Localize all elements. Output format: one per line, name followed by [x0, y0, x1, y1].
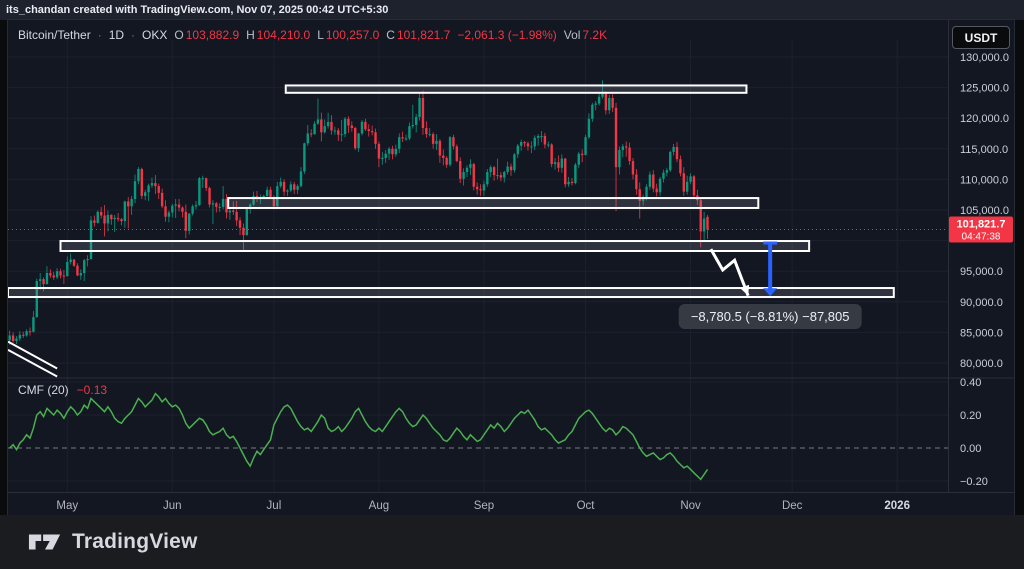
- svg-text:101,821.7: 101,821.7: [957, 218, 1006, 230]
- cmf-line: [9, 392, 709, 481]
- time-axis-label: Aug: [369, 500, 389, 512]
- zigzag-arrow[interactable]: [709, 248, 750, 297]
- zone-rectangle[interactable]: [284, 84, 748, 94]
- attribution-text: its_chandan created with TradingView.com…: [6, 4, 389, 16]
- footer-bar: TradingView: [0, 515, 1024, 569]
- svg-text:105,000.0: 105,000.0: [960, 205, 1009, 217]
- symbol-legend[interactable]: Bitcoin/Tether · 1D · OKX O 103,882.9 H 10…: [18, 28, 607, 42]
- price-axis[interactable]: 130,000.0 125,000.0 120,000.0 115,000.0 110,…: [960, 52, 1009, 488]
- zone-rectangle[interactable]: [8, 287, 895, 299]
- svg-text:85,000.0: 85,000.0: [960, 327, 1003, 339]
- supply-demand-zones[interactable]: [8, 84, 895, 299]
- svg-text:115,000.0: 115,000.0: [960, 144, 1008, 156]
- high-value: H 104,210.0: [246, 28, 311, 42]
- tradingview-brand-text: TradingView: [72, 530, 198, 553]
- cmf-value: −0.13: [76, 383, 108, 397]
- svg-text:90,000.0: 90,000.0: [960, 297, 1003, 309]
- last-price-badge: 101,821.704:47:38: [949, 216, 1013, 243]
- time-axis-label: May: [56, 500, 78, 512]
- time-axis-label: 2026: [884, 500, 910, 512]
- time-axis-label: Dec: [782, 500, 803, 512]
- candlestick-series: [8, 80, 709, 345]
- low-value: L 100,257.0: [317, 28, 380, 42]
- timeframe[interactable]: 1D: [108, 28, 125, 42]
- time-axis-label: Jun: [163, 500, 182, 512]
- svg-text:04:47:38: 04:47:38: [962, 231, 1001, 242]
- svg-text:110,000.0: 110,000.0: [960, 174, 1008, 186]
- svg-text:0.20: 0.20: [960, 410, 981, 422]
- descending-channel[interactable]: [8, 340, 58, 378]
- svg-text:80,000.0: 80,000.0: [960, 358, 1003, 370]
- time-axis-label: Jul: [267, 500, 282, 512]
- exchange-name: OKX: [142, 28, 168, 42]
- open-value: O 103,882.9: [174, 28, 240, 42]
- time-axis-label: Nov: [680, 500, 701, 512]
- cmf-indicator-legend[interactable]: CMF (20) −0.13: [18, 383, 107, 397]
- change-value: −2,061.3 (−1.98%): [457, 28, 557, 42]
- close-value: C 101,821.7: [386, 28, 451, 42]
- chart-panel: 130,000.0 125,000.0 120,000.0 115,000.0 110,…: [7, 19, 1015, 516]
- volume-value: Vol 7.2K: [563, 28, 608, 42]
- zigzag-arrowhead: [740, 284, 750, 296]
- time-axis-label: Sep: [474, 500, 494, 512]
- zone-rectangle[interactable]: [227, 197, 760, 209]
- legend-separator: ·: [131, 28, 136, 42]
- symbol-name[interactable]: Bitcoin/Tether: [18, 28, 91, 42]
- zone-rectangle[interactable]: [59, 240, 811, 253]
- svg-text:120,000.0: 120,000.0: [960, 113, 1009, 125]
- price-range-arrow[interactable]: [763, 241, 778, 297]
- chart-canvas[interactable]: 130,000.0 125,000.0 120,000.0 115,000.0 110,…: [8, 20, 1014, 515]
- svg-text:0.00: 0.00: [960, 443, 981, 455]
- currency-toggle-button[interactable]: USDT: [952, 26, 1010, 49]
- attribution-bar: its_chandan created with TradingView.com…: [0, 0, 1024, 20]
- time-axis-label: Oct: [577, 500, 596, 512]
- svg-text:95,000.0: 95,000.0: [960, 266, 1003, 278]
- cmf-pane: [8, 392, 948, 481]
- legend-separator: ·: [97, 28, 102, 42]
- price-range-measure-label[interactable]: −8,780.5 (−8.81%) −87,805: [678, 304, 862, 330]
- grid-lines: [8, 40, 948, 492]
- time-axis[interactable]: May Jun Jul Aug Sep Oct Nov Dec 2026: [56, 500, 910, 512]
- svg-text:125,000.0: 125,000.0: [960, 83, 1009, 95]
- cmf-title[interactable]: CMF (20): [18, 383, 69, 397]
- tradingview-logo-icon: [28, 534, 61, 550]
- svg-text:0.40: 0.40: [960, 377, 981, 389]
- svg-text:−0.20: −0.20: [960, 476, 988, 488]
- svg-text:130,000.0: 130,000.0: [960, 52, 1009, 64]
